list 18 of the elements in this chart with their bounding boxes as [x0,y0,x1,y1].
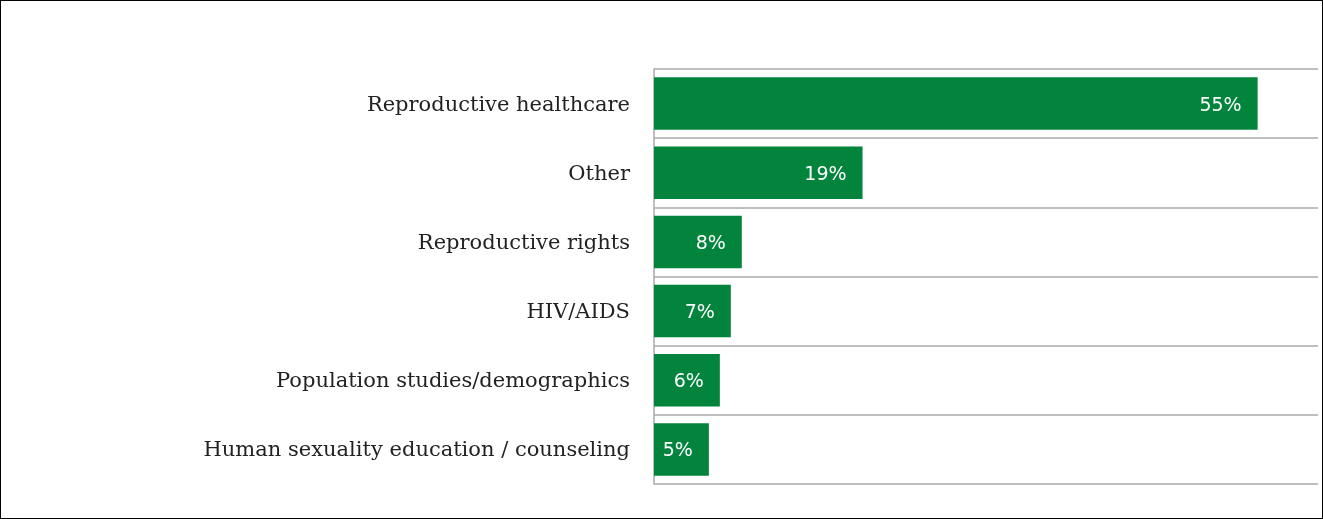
y-tick-label: Reproductive rights [417,229,630,254]
data-label: 6% [673,369,704,392]
data-label: 7% [684,300,715,323]
data-label: 5% [662,438,693,461]
bar [654,353,720,407]
bar [654,146,863,200]
y-tick-label: Population studies/demographics [276,368,630,393]
y-tick-label: Human sexuality education / counseling [203,437,630,462]
bar [654,284,731,338]
bar [654,215,742,269]
data-label: 55% [1199,92,1242,115]
y-tick-label: Other [568,160,631,185]
data-label: 19% [804,161,847,184]
bar [654,77,1258,130]
bar [654,423,709,476]
y-tick-label: Reproductive healthcare [366,91,630,116]
y-tick-label: HIV/AIDS [526,299,630,324]
data-label: 8% [695,230,726,253]
